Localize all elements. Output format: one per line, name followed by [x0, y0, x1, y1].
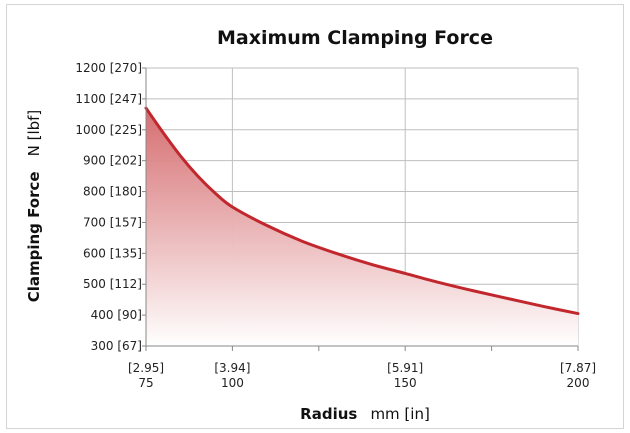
y-tick-label: 800 [180] [83, 185, 142, 199]
x-tick-label-mm: 200 [567, 376, 590, 390]
x-axis-label: Radius mm [in] [300, 404, 430, 423]
y-tick-label: 1100 [247] [75, 92, 142, 106]
x-axis-label-name: Radius [300, 405, 357, 423]
x-tick-label-inch: [5.91] [387, 361, 423, 375]
y-tick-label: 1000 [225] [75, 123, 142, 137]
y-tick-label: 700 [157] [83, 215, 142, 229]
force-curve [144, 106, 580, 316]
area-shape [146, 108, 578, 347]
y-tick-label: 1200 [270] [75, 61, 142, 75]
x-tick-label-inch: [2.95] [128, 361, 164, 375]
x-tick-label-mm: 150 [394, 376, 417, 390]
series-line [144, 106, 580, 316]
x-tick-labels: [2.95]75 [3.94]100 [5.91]150 [7.87]200 [128, 361, 596, 390]
y-tick-label: 300 [67] [91, 339, 142, 353]
y-axis-label: Clamping Force N [lbf] [24, 110, 43, 303]
x-tick-label-inch: [7.87] [560, 361, 596, 375]
y-tick-label: 500 [112] [83, 277, 142, 291]
x-tick-label-mm: 100 [221, 376, 244, 390]
y-axis-label-unit: N [lbf] [25, 110, 43, 157]
y-tick-label: 400 [90] [91, 308, 142, 322]
x-tick-label-inch: [3.94] [214, 361, 250, 375]
x-tick-label-mm: 75 [138, 376, 153, 390]
chart-frame [6, 4, 624, 429]
chart-title: Maximum Clamping Force [217, 27, 493, 49]
area-fill [146, 108, 578, 347]
y-axis-label-name: Clamping Force [25, 171, 43, 302]
y-tick-label: 600 [135] [83, 246, 142, 260]
x-axis-label-unit: mm [in] [370, 405, 429, 423]
y-tick-labels: 300 [67] 400 [90] 500 [112] 600 [135] 700 [1… [75, 61, 142, 353]
y-tick-label: 900 [202] [83, 154, 142, 168]
axes [142, 67, 579, 351]
